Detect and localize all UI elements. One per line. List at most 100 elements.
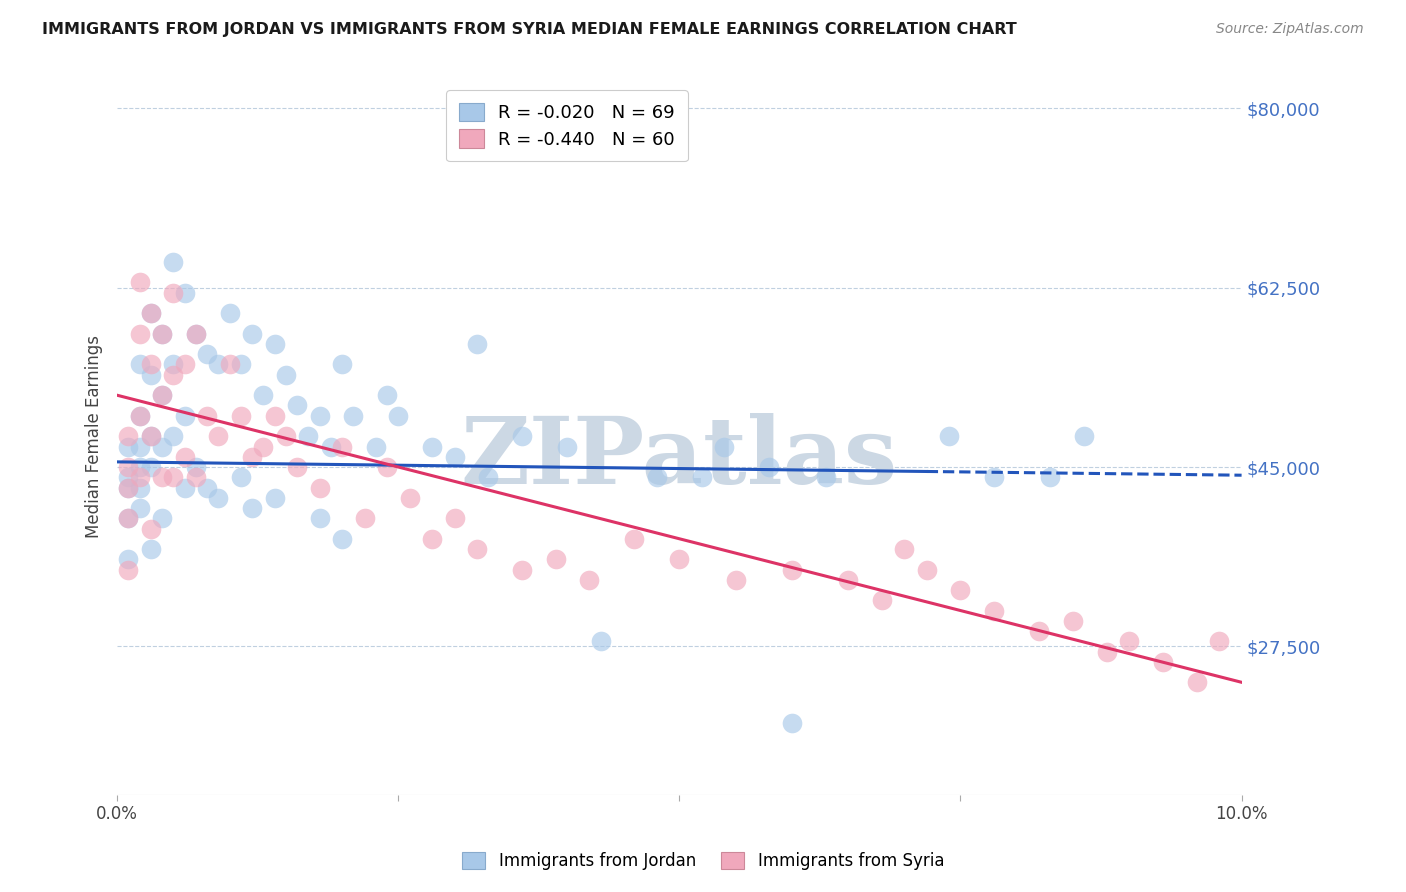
- Point: [713, 440, 735, 454]
- Point: [645, 470, 668, 484]
- Point: [589, 634, 612, 648]
- Point: [1073, 429, 1095, 443]
- Point: [623, 532, 645, 546]
- Point: [139, 522, 162, 536]
- Point: [1095, 644, 1118, 658]
- Point: [173, 409, 195, 423]
- Point: [240, 450, 263, 464]
- Point: [330, 440, 353, 454]
- Point: [139, 358, 162, 372]
- Point: [128, 470, 150, 484]
- Point: [117, 552, 139, 566]
- Point: [128, 481, 150, 495]
- Point: [150, 388, 173, 402]
- Point: [308, 481, 330, 495]
- Point: [1039, 470, 1062, 484]
- Legend: R = -0.020   N = 69, R = -0.440   N = 60: R = -0.020 N = 69, R = -0.440 N = 60: [446, 90, 688, 161]
- Point: [139, 429, 162, 443]
- Text: IMMIGRANTS FROM JORDAN VS IMMIGRANTS FROM SYRIA MEDIAN FEMALE EARNINGS CORRELATI: IMMIGRANTS FROM JORDAN VS IMMIGRANTS FRO…: [42, 22, 1017, 37]
- Point: [544, 552, 567, 566]
- Point: [983, 603, 1005, 617]
- Legend: Immigrants from Jordan, Immigrants from Syria: Immigrants from Jordan, Immigrants from …: [456, 845, 950, 877]
- Point: [128, 358, 150, 372]
- Point: [173, 285, 195, 300]
- Point: [240, 326, 263, 341]
- Point: [420, 440, 443, 454]
- Point: [184, 326, 207, 341]
- Point: [465, 337, 488, 351]
- Point: [128, 409, 150, 423]
- Point: [150, 440, 173, 454]
- Point: [1185, 675, 1208, 690]
- Point: [117, 429, 139, 443]
- Point: [139, 460, 162, 475]
- Point: [814, 470, 837, 484]
- Point: [207, 358, 229, 372]
- Point: [724, 573, 747, 587]
- Point: [915, 562, 938, 576]
- Point: [117, 511, 139, 525]
- Point: [398, 491, 420, 505]
- Point: [173, 358, 195, 372]
- Point: [353, 511, 375, 525]
- Point: [375, 460, 398, 475]
- Point: [117, 460, 139, 475]
- Point: [162, 358, 184, 372]
- Point: [1152, 655, 1174, 669]
- Point: [117, 440, 139, 454]
- Point: [330, 358, 353, 372]
- Point: [555, 440, 578, 454]
- Point: [983, 470, 1005, 484]
- Point: [207, 429, 229, 443]
- Point: [184, 326, 207, 341]
- Point: [252, 440, 274, 454]
- Point: [308, 409, 330, 423]
- Point: [308, 511, 330, 525]
- Point: [1028, 624, 1050, 638]
- Text: Source: ZipAtlas.com: Source: ZipAtlas.com: [1216, 22, 1364, 37]
- Point: [387, 409, 409, 423]
- Point: [285, 399, 308, 413]
- Point: [128, 326, 150, 341]
- Point: [510, 429, 533, 443]
- Point: [870, 593, 893, 607]
- Point: [128, 501, 150, 516]
- Point: [139, 429, 162, 443]
- Point: [150, 326, 173, 341]
- Point: [252, 388, 274, 402]
- Point: [128, 276, 150, 290]
- Point: [1118, 634, 1140, 648]
- Point: [195, 347, 218, 361]
- Point: [893, 541, 915, 556]
- Point: [184, 460, 207, 475]
- Point: [297, 429, 319, 443]
- Point: [780, 716, 803, 731]
- Point: [195, 481, 218, 495]
- Point: [150, 511, 173, 525]
- Point: [128, 440, 150, 454]
- Point: [263, 491, 285, 505]
- Point: [578, 573, 600, 587]
- Point: [139, 368, 162, 382]
- Point: [150, 326, 173, 341]
- Point: [139, 541, 162, 556]
- Point: [780, 562, 803, 576]
- Point: [184, 470, 207, 484]
- Point: [128, 409, 150, 423]
- Point: [117, 481, 139, 495]
- Y-axis label: Median Female Earnings: Median Female Earnings: [86, 334, 103, 538]
- Point: [229, 470, 252, 484]
- Point: [758, 460, 780, 475]
- Point: [229, 409, 252, 423]
- Point: [510, 562, 533, 576]
- Point: [342, 409, 364, 423]
- Point: [162, 470, 184, 484]
- Point: [173, 481, 195, 495]
- Point: [443, 511, 465, 525]
- Point: [1208, 634, 1230, 648]
- Point: [162, 368, 184, 382]
- Point: [443, 450, 465, 464]
- Point: [173, 450, 195, 464]
- Point: [162, 255, 184, 269]
- Point: [139, 306, 162, 320]
